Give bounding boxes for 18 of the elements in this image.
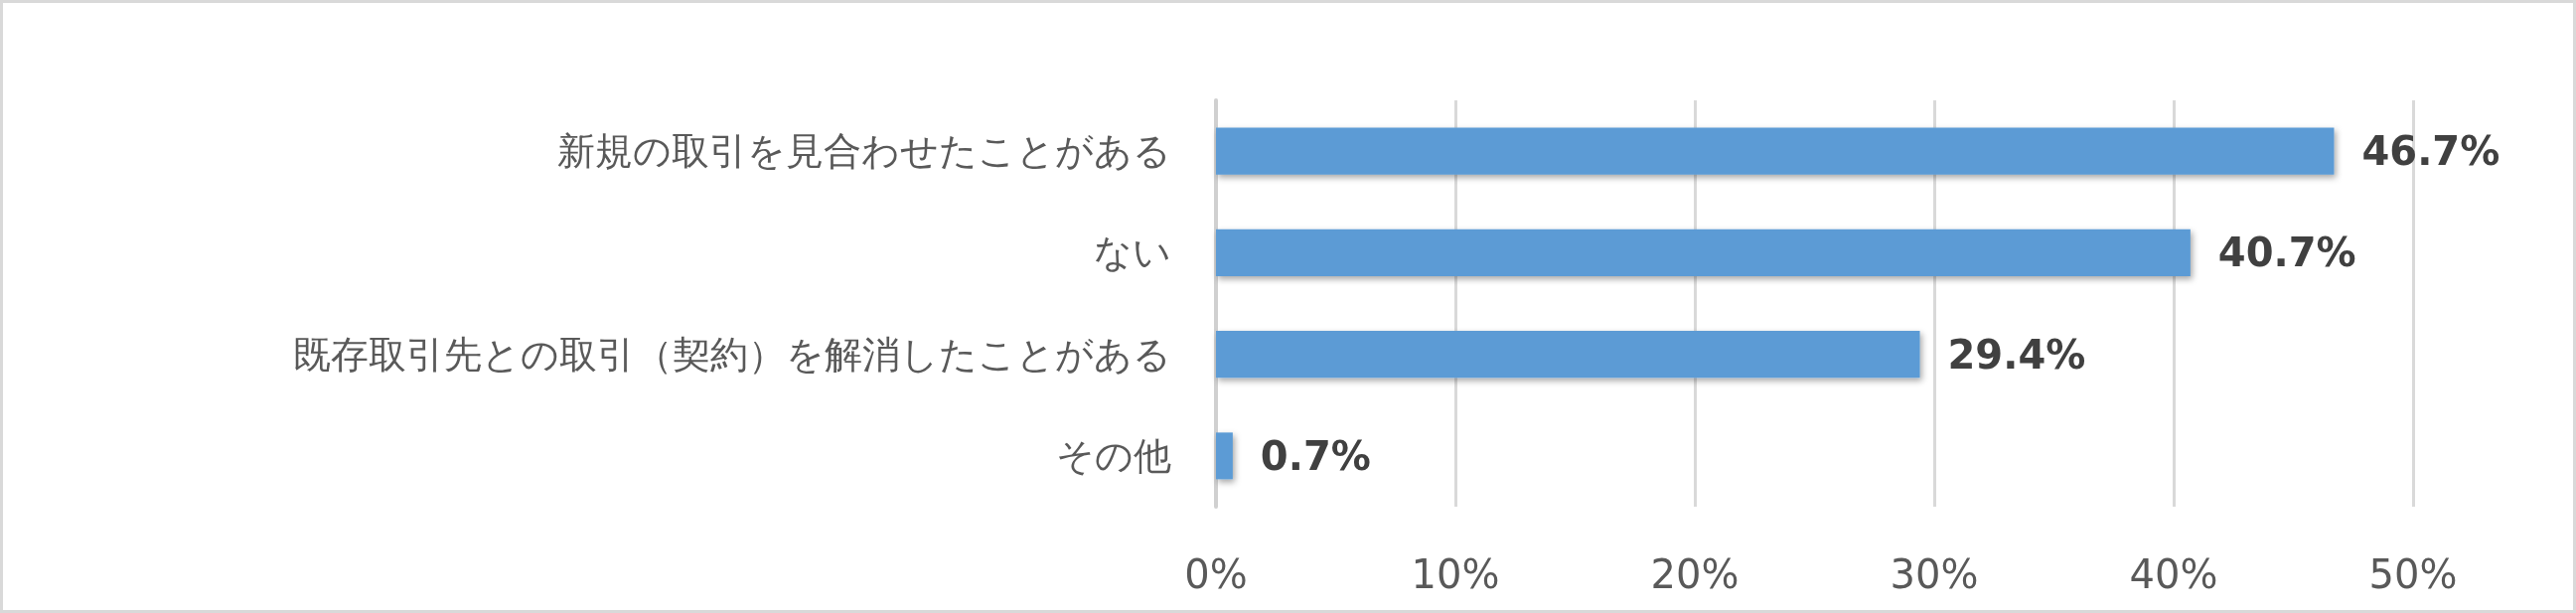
bar: [1216, 432, 1233, 480]
bar: [1216, 229, 2191, 276]
bar: [1216, 127, 2335, 175]
x-tick-label: 30%: [1890, 551, 1979, 597]
y-tick-label: 既存取引先との取引（契約）を解消したことがある: [293, 332, 1171, 377]
x-tick-label: 0%: [1184, 551, 1248, 597]
y-tick-label: ない: [1094, 230, 1171, 275]
x-tick-label: 10%: [1411, 551, 1500, 597]
x-tick-label: 40%: [2129, 551, 2218, 597]
data-label: 46.7%: [2361, 128, 2500, 175]
data-label: 40.7%: [2217, 230, 2356, 276]
x-tick-label: 20%: [1650, 551, 1740, 597]
x-tick-label: 50%: [2368, 551, 2458, 597]
y-tick-label: その他: [1056, 433, 1171, 478]
bar: [1216, 331, 1920, 379]
data-label: 29.4%: [1947, 331, 2086, 378]
data-label: 0.7%: [1260, 432, 1371, 479]
y-tick-label: 新規の取引を見合わせたことがある: [557, 129, 1171, 174]
